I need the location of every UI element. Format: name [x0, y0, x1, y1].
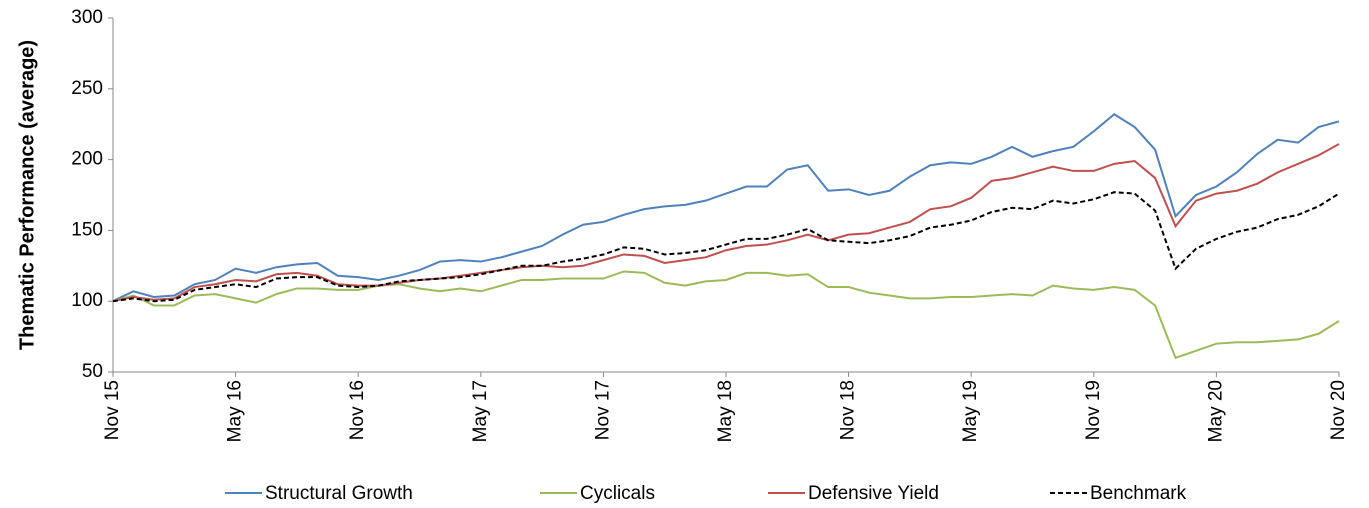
series-line — [112, 191, 1340, 303]
y-tick-label: 50 — [82, 361, 103, 382]
series-line — [112, 270, 1340, 360]
x-tick-label: May 19 — [960, 380, 981, 442]
legend-label: Defensive Yield — [808, 483, 939, 504]
x-tick-label: Nov 16 — [347, 380, 368, 440]
x-tick-label: Nov 15 — [102, 380, 123, 440]
y-axis-label: Thematic Performance (average) — [16, 40, 38, 350]
y-tick-label: 250 — [71, 78, 103, 99]
x-tick-label: May 17 — [470, 380, 491, 442]
legend-label: Benchmark — [1090, 483, 1187, 504]
y-tick-label: 300 — [71, 7, 103, 28]
y-tick-label: 200 — [71, 149, 103, 170]
legend-label: Structural Growth — [265, 483, 413, 504]
legend-label: Cyclicals — [580, 483, 655, 504]
y-tick-label: 150 — [71, 219, 103, 240]
series-line — [112, 143, 1340, 303]
x-tick-label: Nov 18 — [838, 380, 859, 440]
series-line — [112, 113, 1340, 303]
x-tick-label: May 20 — [1205, 380, 1226, 442]
x-tick-label: Nov 19 — [1083, 380, 1104, 440]
x-tick-label: Nov 20 — [1328, 380, 1349, 440]
y-tick-label: 100 — [71, 290, 103, 311]
x-tick-label: Nov 17 — [592, 380, 613, 440]
x-tick-label: May 16 — [225, 380, 246, 442]
x-tick-label: May 18 — [715, 380, 736, 442]
